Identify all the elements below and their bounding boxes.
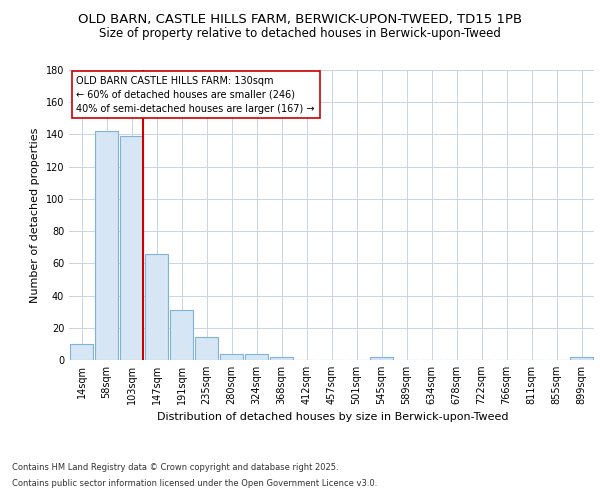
Text: Contains HM Land Registry data © Crown copyright and database right 2025.: Contains HM Land Registry data © Crown c… — [12, 464, 338, 472]
Text: Size of property relative to detached houses in Berwick-upon-Tweed: Size of property relative to detached ho… — [99, 28, 501, 40]
Bar — [245, 354, 268, 360]
Bar — [170, 310, 193, 360]
Text: Distribution of detached houses by size in Berwick-upon-Tweed: Distribution of detached houses by size … — [157, 412, 509, 422]
Bar — [220, 354, 243, 360]
Bar — [70, 344, 93, 360]
Bar — [570, 357, 593, 360]
Text: Contains public sector information licensed under the Open Government Licence v3: Contains public sector information licen… — [12, 478, 377, 488]
Text: OLD BARN CASTLE HILLS FARM: 130sqm
← 60% of detached houses are smaller (246)
40: OLD BARN CASTLE HILLS FARM: 130sqm ← 60%… — [77, 76, 315, 114]
Bar — [370, 357, 393, 360]
Bar — [120, 136, 143, 360]
Bar — [95, 131, 118, 360]
Bar — [195, 338, 218, 360]
Y-axis label: Number of detached properties: Number of detached properties — [30, 128, 40, 302]
Bar — [270, 357, 293, 360]
Bar — [145, 254, 168, 360]
Text: OLD BARN, CASTLE HILLS FARM, BERWICK-UPON-TWEED, TD15 1PB: OLD BARN, CASTLE HILLS FARM, BERWICK-UPO… — [78, 12, 522, 26]
